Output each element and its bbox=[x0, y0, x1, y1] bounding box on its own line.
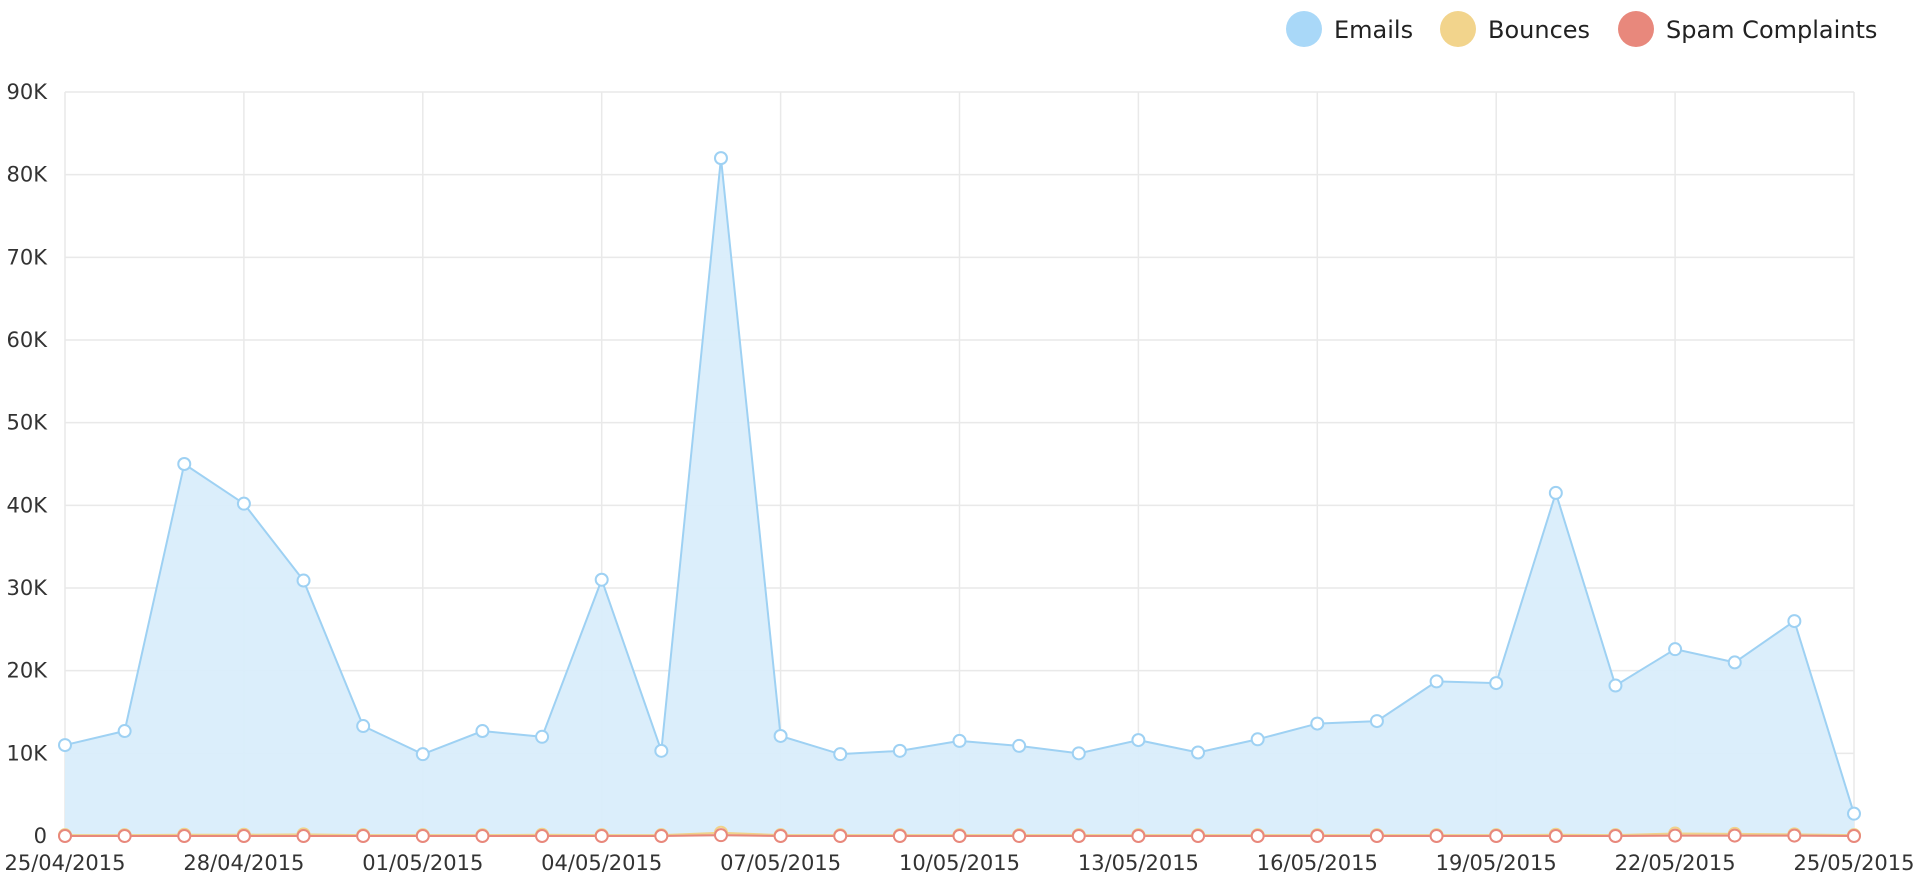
spam-complaints-point bbox=[535, 829, 550, 843]
x-tick-label: 13/05/2015 bbox=[1078, 851, 1199, 874]
x-tick-label: 16/05/2015 bbox=[1257, 851, 1378, 874]
emails-point bbox=[117, 724, 132, 739]
y-tick-label: 10K bbox=[7, 741, 49, 765]
emails-point bbox=[892, 743, 907, 758]
y-tick-label: 70K bbox=[7, 245, 49, 269]
emails-point bbox=[1131, 733, 1146, 748]
spam-complaints-point bbox=[1787, 828, 1802, 843]
spam-complaints-point bbox=[1191, 829, 1206, 843]
spam-complaints-point bbox=[1250, 829, 1265, 843]
emails-point bbox=[1608, 678, 1623, 693]
spam-complaints-point bbox=[1489, 829, 1504, 843]
spam-complaints-point bbox=[1071, 829, 1086, 843]
spam-complaints-point bbox=[1012, 829, 1027, 843]
y-tick-label: 80K bbox=[7, 163, 49, 187]
spam-complaints-point bbox=[58, 829, 72, 843]
spam-complaints-point bbox=[415, 829, 430, 843]
y-tick-label: 40K bbox=[7, 493, 49, 517]
emails-point bbox=[654, 743, 669, 758]
spam-complaints-point bbox=[654, 829, 669, 843]
y-tick-label: 60K bbox=[7, 328, 49, 352]
emails-point bbox=[415, 747, 430, 762]
x-tick-label: 04/05/2015 bbox=[541, 851, 662, 874]
x-tick-label: 01/05/2015 bbox=[362, 851, 483, 874]
x-tick-label: 19/05/2015 bbox=[1436, 851, 1557, 874]
emails-point bbox=[58, 738, 72, 753]
spam-complaints-point bbox=[713, 828, 728, 843]
emails-point bbox=[1071, 746, 1086, 761]
x-tick-label: 07/05/2015 bbox=[720, 851, 841, 874]
spam-complaints-point bbox=[117, 829, 132, 843]
spam-complaints-point bbox=[177, 829, 192, 843]
spam-complaints-point bbox=[1548, 829, 1563, 843]
emails-point bbox=[177, 457, 192, 471]
emails-point bbox=[594, 572, 609, 587]
spam-complaints-point bbox=[773, 829, 788, 843]
emails-point bbox=[1369, 714, 1384, 729]
legend-label-emails: Emails bbox=[1334, 16, 1413, 44]
x-tick-label: 10/05/2015 bbox=[899, 851, 1020, 874]
emails-point bbox=[296, 573, 311, 588]
emails-area bbox=[65, 158, 1854, 836]
emails-point bbox=[833, 747, 848, 762]
emails-point bbox=[773, 728, 788, 743]
legend-marker-spam-complaints bbox=[1618, 11, 1654, 47]
emails-point bbox=[1668, 642, 1683, 657]
x-tick-label: 28/04/2015 bbox=[183, 851, 304, 874]
spam-complaints-point bbox=[296, 829, 311, 843]
y-tick-label: 90K bbox=[7, 80, 49, 104]
emails-point bbox=[1548, 485, 1563, 500]
x-tick-label: 22/05/2015 bbox=[1615, 851, 1736, 874]
y-tick-label: 20K bbox=[7, 659, 49, 683]
legend-label-spam-complaints: Spam Complaints bbox=[1666, 16, 1877, 44]
emails-point bbox=[1310, 716, 1325, 731]
spam-complaints-point bbox=[1310, 829, 1325, 843]
emails-point bbox=[1429, 674, 1444, 689]
spam-complaints-point bbox=[1131, 829, 1146, 843]
legend-marker-bounces bbox=[1440, 11, 1476, 47]
x-tick-label: 25/05/2015 bbox=[1793, 851, 1914, 874]
legend: Emails Bounces Spam Complaints bbox=[1286, 11, 1877, 47]
spam-complaints-point bbox=[1847, 829, 1861, 843]
emails-point bbox=[236, 496, 251, 511]
emails-point bbox=[475, 724, 490, 739]
emails-point bbox=[713, 151, 728, 166]
series-points bbox=[58, 151, 1861, 843]
legend-label-bounces: Bounces bbox=[1488, 16, 1590, 44]
spam-complaints-point bbox=[833, 829, 848, 843]
y-tick-label: 0 bbox=[34, 824, 47, 848]
emails-point bbox=[1787, 614, 1802, 629]
emails-point bbox=[1489, 676, 1504, 691]
legend-marker-emails bbox=[1286, 11, 1322, 47]
spam-complaints-point bbox=[475, 829, 490, 843]
emails-point bbox=[952, 733, 967, 748]
spam-complaints-point bbox=[1608, 829, 1623, 843]
spam-complaints-point bbox=[1429, 829, 1444, 843]
y-tick-label: 30K bbox=[7, 576, 49, 600]
emails-point bbox=[1012, 738, 1027, 753]
emails-point bbox=[1191, 745, 1206, 760]
spam-complaints-point bbox=[236, 829, 251, 843]
spam-complaints-point bbox=[356, 829, 371, 843]
spam-complaints-point bbox=[1668, 828, 1683, 843]
x-axis: 25/04/2015 28/04/2015 01/05/2015 04/05/2015… bbox=[4, 851, 1914, 874]
spam-complaints-point bbox=[594, 829, 609, 843]
emails-point bbox=[535, 729, 550, 744]
emails-point bbox=[1250, 732, 1265, 747]
emails-point bbox=[1847, 806, 1861, 821]
y-axis: 0 10K 20K 30K 40K 50K 60K 70K 80K 90K bbox=[7, 80, 49, 848]
y-tick-label: 50K bbox=[7, 411, 49, 435]
spam-complaints-point bbox=[1727, 828, 1742, 843]
emails-point bbox=[356, 719, 371, 734]
spam-complaints-point bbox=[952, 829, 967, 843]
spam-complaints-point bbox=[892, 829, 907, 843]
emails-point bbox=[1727, 655, 1742, 670]
x-tick-label: 25/04/2015 bbox=[4, 851, 125, 874]
spam-complaints-point bbox=[1369, 829, 1384, 843]
